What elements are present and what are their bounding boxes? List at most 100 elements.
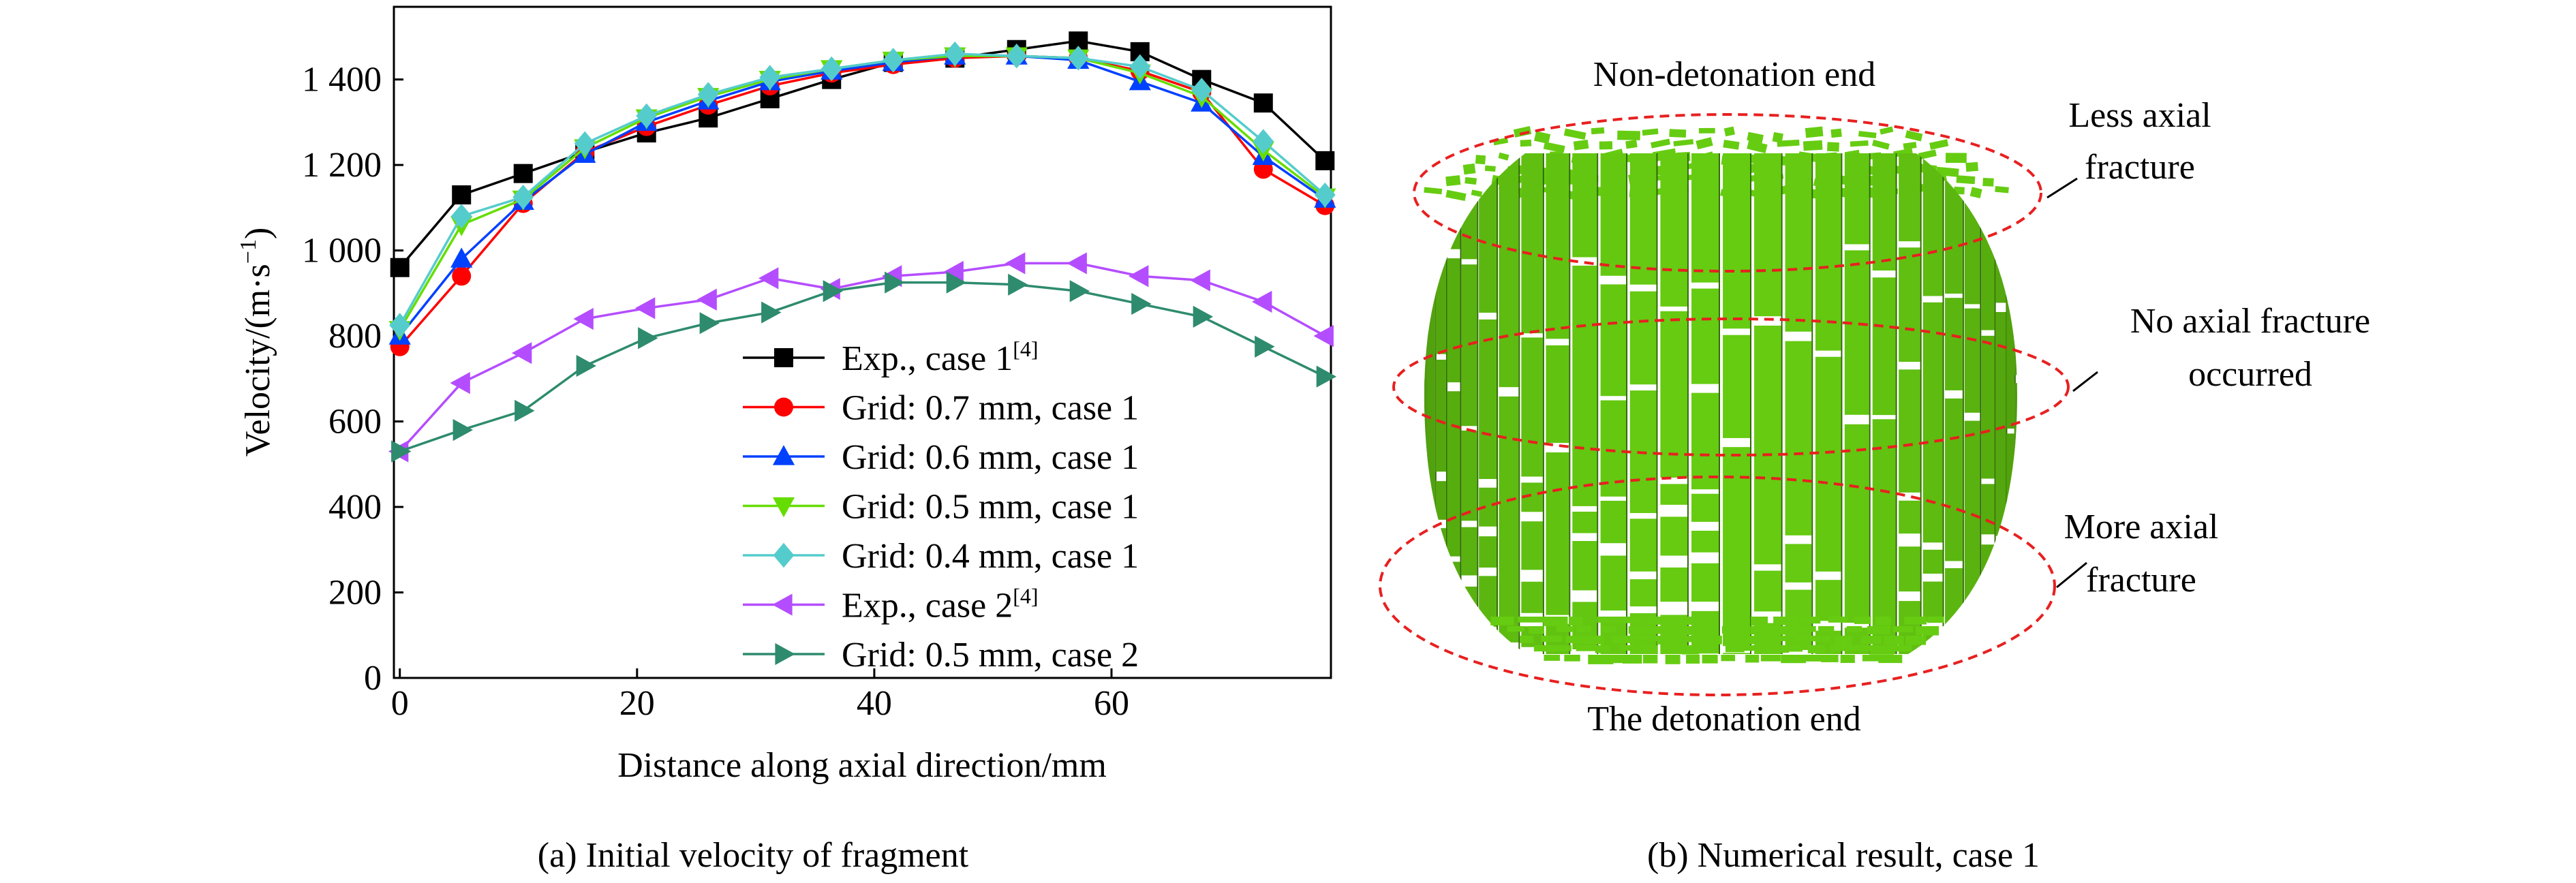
- fragment-chip: [1612, 636, 1634, 643]
- fragment-chip: [1617, 130, 1640, 140]
- label-non-detonation-end: Non-detonation end: [1593, 55, 1875, 94]
- data-point: [1006, 43, 1028, 69]
- barrel-strips: [1424, 153, 2022, 654]
- series-line: [399, 281, 1326, 453]
- fragment-chip: [1760, 655, 1781, 662]
- fragment-chip: [1772, 131, 1783, 143]
- fragment-strip: [1691, 153, 1719, 283]
- fragment-chip: [1904, 617, 1927, 625]
- fragment-chip: [1518, 617, 1544, 623]
- fragment-chip: [1880, 126, 1894, 135]
- x-tick-label: 60: [1094, 684, 1129, 723]
- fragment-chip: [1678, 636, 1703, 642]
- fragment-strip: [1922, 581, 1943, 622]
- fragment-chip: [1802, 655, 1825, 662]
- legend-entry: Grid: 0.6 mm, case 1: [743, 438, 1139, 477]
- fragment-strip: [1981, 335, 1995, 479]
- fragment-strip: [1995, 153, 2006, 303]
- fragment-chip: [1903, 142, 1917, 150]
- fragment-chip: [1721, 655, 1736, 662]
- fragment-strip: [1629, 579, 1657, 607]
- fragment-chip: [1533, 131, 1551, 144]
- fragment-strip: [1981, 484, 1995, 535]
- fragment-strip: [1447, 391, 1460, 557]
- fragment-chip: [1569, 617, 1583, 626]
- fragment-strip: [1691, 493, 1719, 522]
- fragment-chip: [1541, 636, 1562, 642]
- fragment-strip: [1427, 153, 1435, 266]
- fragment-strip: [1521, 337, 1543, 477]
- y-tick-label: 200: [328, 574, 382, 613]
- legend-entry: Grid: 0.5 mm, case 1: [743, 488, 1139, 527]
- fragment-strip: [1754, 325, 1781, 565]
- fragment-chip: [1628, 626, 1649, 634]
- legend-marker: [773, 542, 795, 568]
- data-point: [1190, 269, 1210, 292]
- data-point: [1255, 335, 1275, 358]
- fragment-chip: [1676, 626, 1699, 635]
- fragment-strip: [1521, 581, 1543, 613]
- fragment-chip: [1982, 177, 1994, 187]
- data-point: [634, 297, 656, 320]
- fragment-chip: [1686, 655, 1700, 664]
- data-point: [576, 354, 597, 377]
- fragment-chip: [1700, 645, 1718, 651]
- fragment-chip: [1767, 636, 1790, 642]
- fragment-chip: [1513, 125, 1532, 138]
- fragment-chip: [1529, 626, 1544, 634]
- x-tick-label: 40: [857, 684, 892, 723]
- data-point: [452, 185, 472, 205]
- legend-label-text: Exp., case 2: [842, 587, 1013, 625]
- fragment-chip: [1591, 127, 1605, 135]
- fragment-strip: [1629, 153, 1657, 285]
- fragment-chip: [1786, 645, 1803, 652]
- fragment-chip: [1471, 189, 1483, 198]
- fragment-chip: [1745, 636, 1767, 645]
- fragment-strip: [1435, 153, 1446, 354]
- fragment-chip: [1892, 626, 1914, 632]
- fragment-strip: [1754, 153, 1781, 317]
- fragment-chip: [1649, 626, 1674, 634]
- fragment-strip: [1600, 555, 1627, 611]
- ellipse-non-detonation-end: [1413, 113, 2042, 273]
- fragment-strip: [1461, 527, 1477, 576]
- fragment-strip: [2006, 433, 2014, 654]
- series-line: [399, 52, 1326, 326]
- fragment-chip: [1533, 645, 1560, 652]
- data-point: [1069, 280, 1090, 303]
- data-point: [636, 103, 658, 129]
- fragment-strip: [1572, 512, 1597, 533]
- data-point: [453, 419, 474, 442]
- fragment-strip: [1572, 541, 1597, 591]
- data-point: [1191, 78, 1212, 103]
- y-tick-label: 1 200: [302, 146, 382, 185]
- fragment-chip: [1827, 142, 1840, 152]
- fragment-strip: [1785, 341, 1812, 536]
- fragment-chip: [1918, 149, 1937, 160]
- fragment-strip: [1844, 153, 1869, 245]
- label-less-axial-2: fracture: [2085, 148, 2195, 187]
- data-point: [1314, 182, 1336, 208]
- data-point: [450, 247, 473, 268]
- fragment-chip: [1642, 655, 1658, 664]
- data-point: [1193, 305, 1214, 328]
- fragment-strip: [1844, 250, 1869, 415]
- fragment-strip: [1660, 311, 1687, 478]
- data-point: [1251, 290, 1272, 313]
- fragment-chip: [1872, 140, 1890, 150]
- fragment-chip: [1763, 645, 1790, 653]
- fragment-strip: [1629, 291, 1657, 385]
- fragment-strip: [1995, 612, 2006, 654]
- data-point: [1131, 292, 1152, 315]
- fragment-strip: [2018, 451, 2022, 654]
- fragment-strip: [1872, 419, 1896, 654]
- fragment-strip: [1427, 563, 1435, 623]
- fragment-chip: [1642, 128, 1659, 136]
- fragment-chip: [1723, 140, 1740, 150]
- fragment-chip: [1619, 645, 1639, 651]
- legend-label: Grid: 0.7 mm, case 1: [842, 389, 1139, 428]
- fragment-chip: [1821, 655, 1839, 662]
- fragment-chip: [1891, 645, 1912, 652]
- legend-marker: [772, 445, 795, 465]
- fragment-strip: [1572, 265, 1597, 506]
